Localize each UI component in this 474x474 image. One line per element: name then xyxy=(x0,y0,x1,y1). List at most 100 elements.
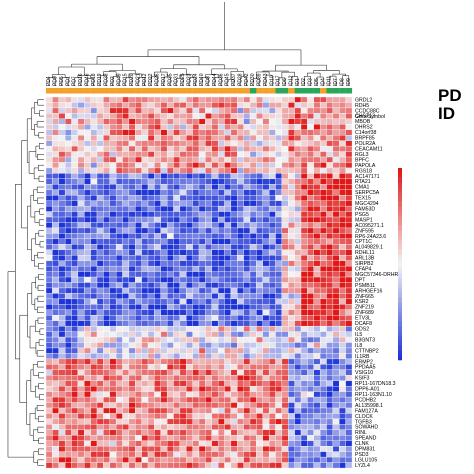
heatmap-cell xyxy=(205,309,212,316)
heatmap-cell xyxy=(160,200,168,207)
heatmap-cell xyxy=(122,96,130,103)
heatmap-cell xyxy=(160,298,168,305)
heatmap-cell xyxy=(141,162,149,169)
heatmap-cell xyxy=(186,413,193,420)
heatmap-cell xyxy=(154,413,161,420)
sample-label: PD44 xyxy=(212,73,218,86)
heatmap-cell xyxy=(307,429,314,436)
heatmap-cell xyxy=(166,446,174,452)
heatmap-cell xyxy=(332,435,340,441)
heatmap-cell xyxy=(332,167,340,174)
heatmap-cell xyxy=(294,353,302,360)
heatmap-cell xyxy=(192,364,200,371)
heatmap-cell xyxy=(205,216,212,223)
heatmap-cell xyxy=(109,135,117,141)
heatmap-cell xyxy=(319,380,327,387)
heatmap-cell xyxy=(141,129,149,136)
heatmap-cell xyxy=(339,364,346,371)
heatmap-cell xyxy=(122,429,130,436)
heatmap-cell xyxy=(135,205,142,212)
heatmap-cell xyxy=(115,325,123,332)
heatmap-cell xyxy=(71,331,79,338)
heatmap-cell xyxy=(332,331,340,338)
heatmap-cell xyxy=(294,124,302,130)
heatmap-cell xyxy=(52,200,59,207)
heatmap-cell xyxy=(141,178,149,185)
color-scale-step xyxy=(398,307,402,313)
heatmap-cell xyxy=(154,102,161,109)
heatmap-cell xyxy=(128,407,136,414)
heatmap-cell xyxy=(313,156,321,163)
heatmap-cell xyxy=(288,446,295,452)
heatmap-cell xyxy=(186,287,193,294)
heatmap-cell xyxy=(268,211,276,218)
heatmap-cell xyxy=(192,145,200,152)
heatmap-cell xyxy=(58,113,66,120)
heatmap-cell xyxy=(103,418,110,425)
heatmap-cell xyxy=(64,396,72,403)
heatmap-cell xyxy=(345,178,353,185)
heatmap-cell xyxy=(243,200,251,207)
heatmap-cell xyxy=(249,369,257,376)
sample-label: PD30 xyxy=(250,73,256,86)
heatmap-cell xyxy=(294,140,302,147)
heatmap-cell xyxy=(52,156,59,163)
heatmap-cell xyxy=(224,189,232,196)
heatmap-cell xyxy=(339,309,346,316)
heatmap-cell xyxy=(71,238,79,245)
heatmap-cell xyxy=(147,200,155,207)
heatmap-cell xyxy=(77,298,85,305)
heatmap-cell xyxy=(90,156,98,163)
heatmap-cell xyxy=(326,276,334,283)
heatmap-cell xyxy=(135,260,142,267)
group-bar-cell xyxy=(294,88,302,94)
heatmap-cell xyxy=(230,211,238,218)
heatmap-cell xyxy=(211,156,219,163)
heatmap-cell xyxy=(166,336,174,343)
heatmap-cell xyxy=(307,167,314,174)
heatmap-cell xyxy=(84,435,91,441)
heatmap-cell xyxy=(275,205,283,212)
heatmap-cell xyxy=(205,347,212,354)
heatmap-cell xyxy=(90,451,98,458)
heatmap-cell xyxy=(173,255,181,261)
heatmap-cell xyxy=(77,462,85,469)
heatmap-cell xyxy=(262,435,270,441)
heatmap-cell xyxy=(249,418,257,425)
heatmap-cell xyxy=(294,309,302,316)
heatmap-cell xyxy=(45,140,53,147)
heatmap-cell xyxy=(186,195,193,201)
heatmap-cell xyxy=(224,107,232,114)
heatmap-cell xyxy=(217,287,225,294)
heatmap-cell xyxy=(115,304,123,311)
heatmap-cell xyxy=(147,402,155,409)
heatmap-cell xyxy=(128,151,136,158)
heatmap-cell xyxy=(179,265,187,272)
heatmap-cell xyxy=(192,375,200,381)
heatmap-cell xyxy=(109,238,117,245)
heatmap-cell xyxy=(90,353,98,360)
heatmap-cell xyxy=(154,369,161,376)
heatmap-cell xyxy=(52,107,59,114)
heatmap-cell xyxy=(186,184,193,190)
gene-label: SERPC5A xyxy=(355,190,380,196)
heatmap-cell xyxy=(249,342,257,349)
heatmap-cell xyxy=(256,255,263,261)
heatmap-cell xyxy=(166,135,174,141)
heatmap-cell xyxy=(109,315,117,321)
heatmap-cell xyxy=(186,402,193,409)
heatmap-cell xyxy=(135,118,142,125)
heatmap-cell xyxy=(122,342,130,349)
heatmap-cell xyxy=(211,358,219,365)
heatmap-cell xyxy=(294,336,302,343)
heatmap-cell xyxy=(268,222,276,229)
heatmap-cell xyxy=(332,462,340,469)
heatmap-cell xyxy=(345,249,353,256)
heatmap-cell xyxy=(160,320,168,327)
heatmap-cell xyxy=(237,342,244,349)
group-bar-cell xyxy=(281,88,289,94)
heatmap-cell xyxy=(71,276,79,283)
heatmap-cell xyxy=(319,129,327,136)
heatmap-cell xyxy=(103,216,110,223)
heatmap-cell xyxy=(307,331,314,338)
